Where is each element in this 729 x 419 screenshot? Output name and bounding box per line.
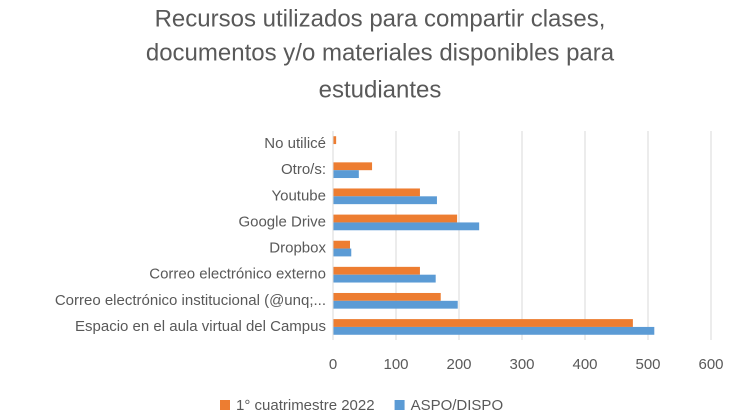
bar xyxy=(333,240,351,249)
bar xyxy=(333,188,420,197)
y-tick-label: Youtube xyxy=(271,187,326,204)
bar xyxy=(333,170,359,179)
bar xyxy=(333,266,420,275)
y-tick-label: Otro/s: xyxy=(281,161,326,178)
chart-title: documentos y/o materiales disponibles pa… xyxy=(146,39,615,66)
bar xyxy=(333,319,633,327)
bar xyxy=(333,300,458,309)
x-tick-label: 500 xyxy=(635,356,660,373)
x-tick-label: 600 xyxy=(698,356,723,373)
y-tick-label: Correo electrónico institucional (@unq;.… xyxy=(55,292,326,309)
chart-title: estudiantes xyxy=(319,76,442,103)
bar xyxy=(333,222,480,231)
legend-swatch xyxy=(394,400,405,410)
bar xyxy=(333,136,337,145)
bar xyxy=(333,274,436,283)
chart-title: Recursos utilizados para compartir clase… xyxy=(155,5,606,32)
x-tick-label: 100 xyxy=(383,356,408,373)
bar xyxy=(333,196,437,205)
legend-label: ASPO/DISPO xyxy=(411,397,504,414)
bar xyxy=(333,248,352,257)
legend-swatch xyxy=(220,400,230,410)
x-tick-label: 0 xyxy=(329,356,337,373)
bar xyxy=(333,214,458,223)
bar xyxy=(333,326,655,335)
y-tick-label: Correo electrónico externo xyxy=(149,266,326,283)
legend-label: 1° cuatrimestre 2022 xyxy=(236,397,375,414)
y-tick-label: No utilicé xyxy=(264,135,326,152)
y-tick-label: Dropbox xyxy=(269,240,326,257)
bar xyxy=(333,292,441,301)
x-tick-label: 400 xyxy=(572,356,597,373)
x-tick-label: 200 xyxy=(446,356,471,373)
bar xyxy=(333,162,373,171)
y-tick-label: Google Drive xyxy=(238,213,326,230)
x-tick-label: 300 xyxy=(509,356,534,373)
y-tick-label: Espacio en el aula virtual del Campus xyxy=(75,318,326,335)
